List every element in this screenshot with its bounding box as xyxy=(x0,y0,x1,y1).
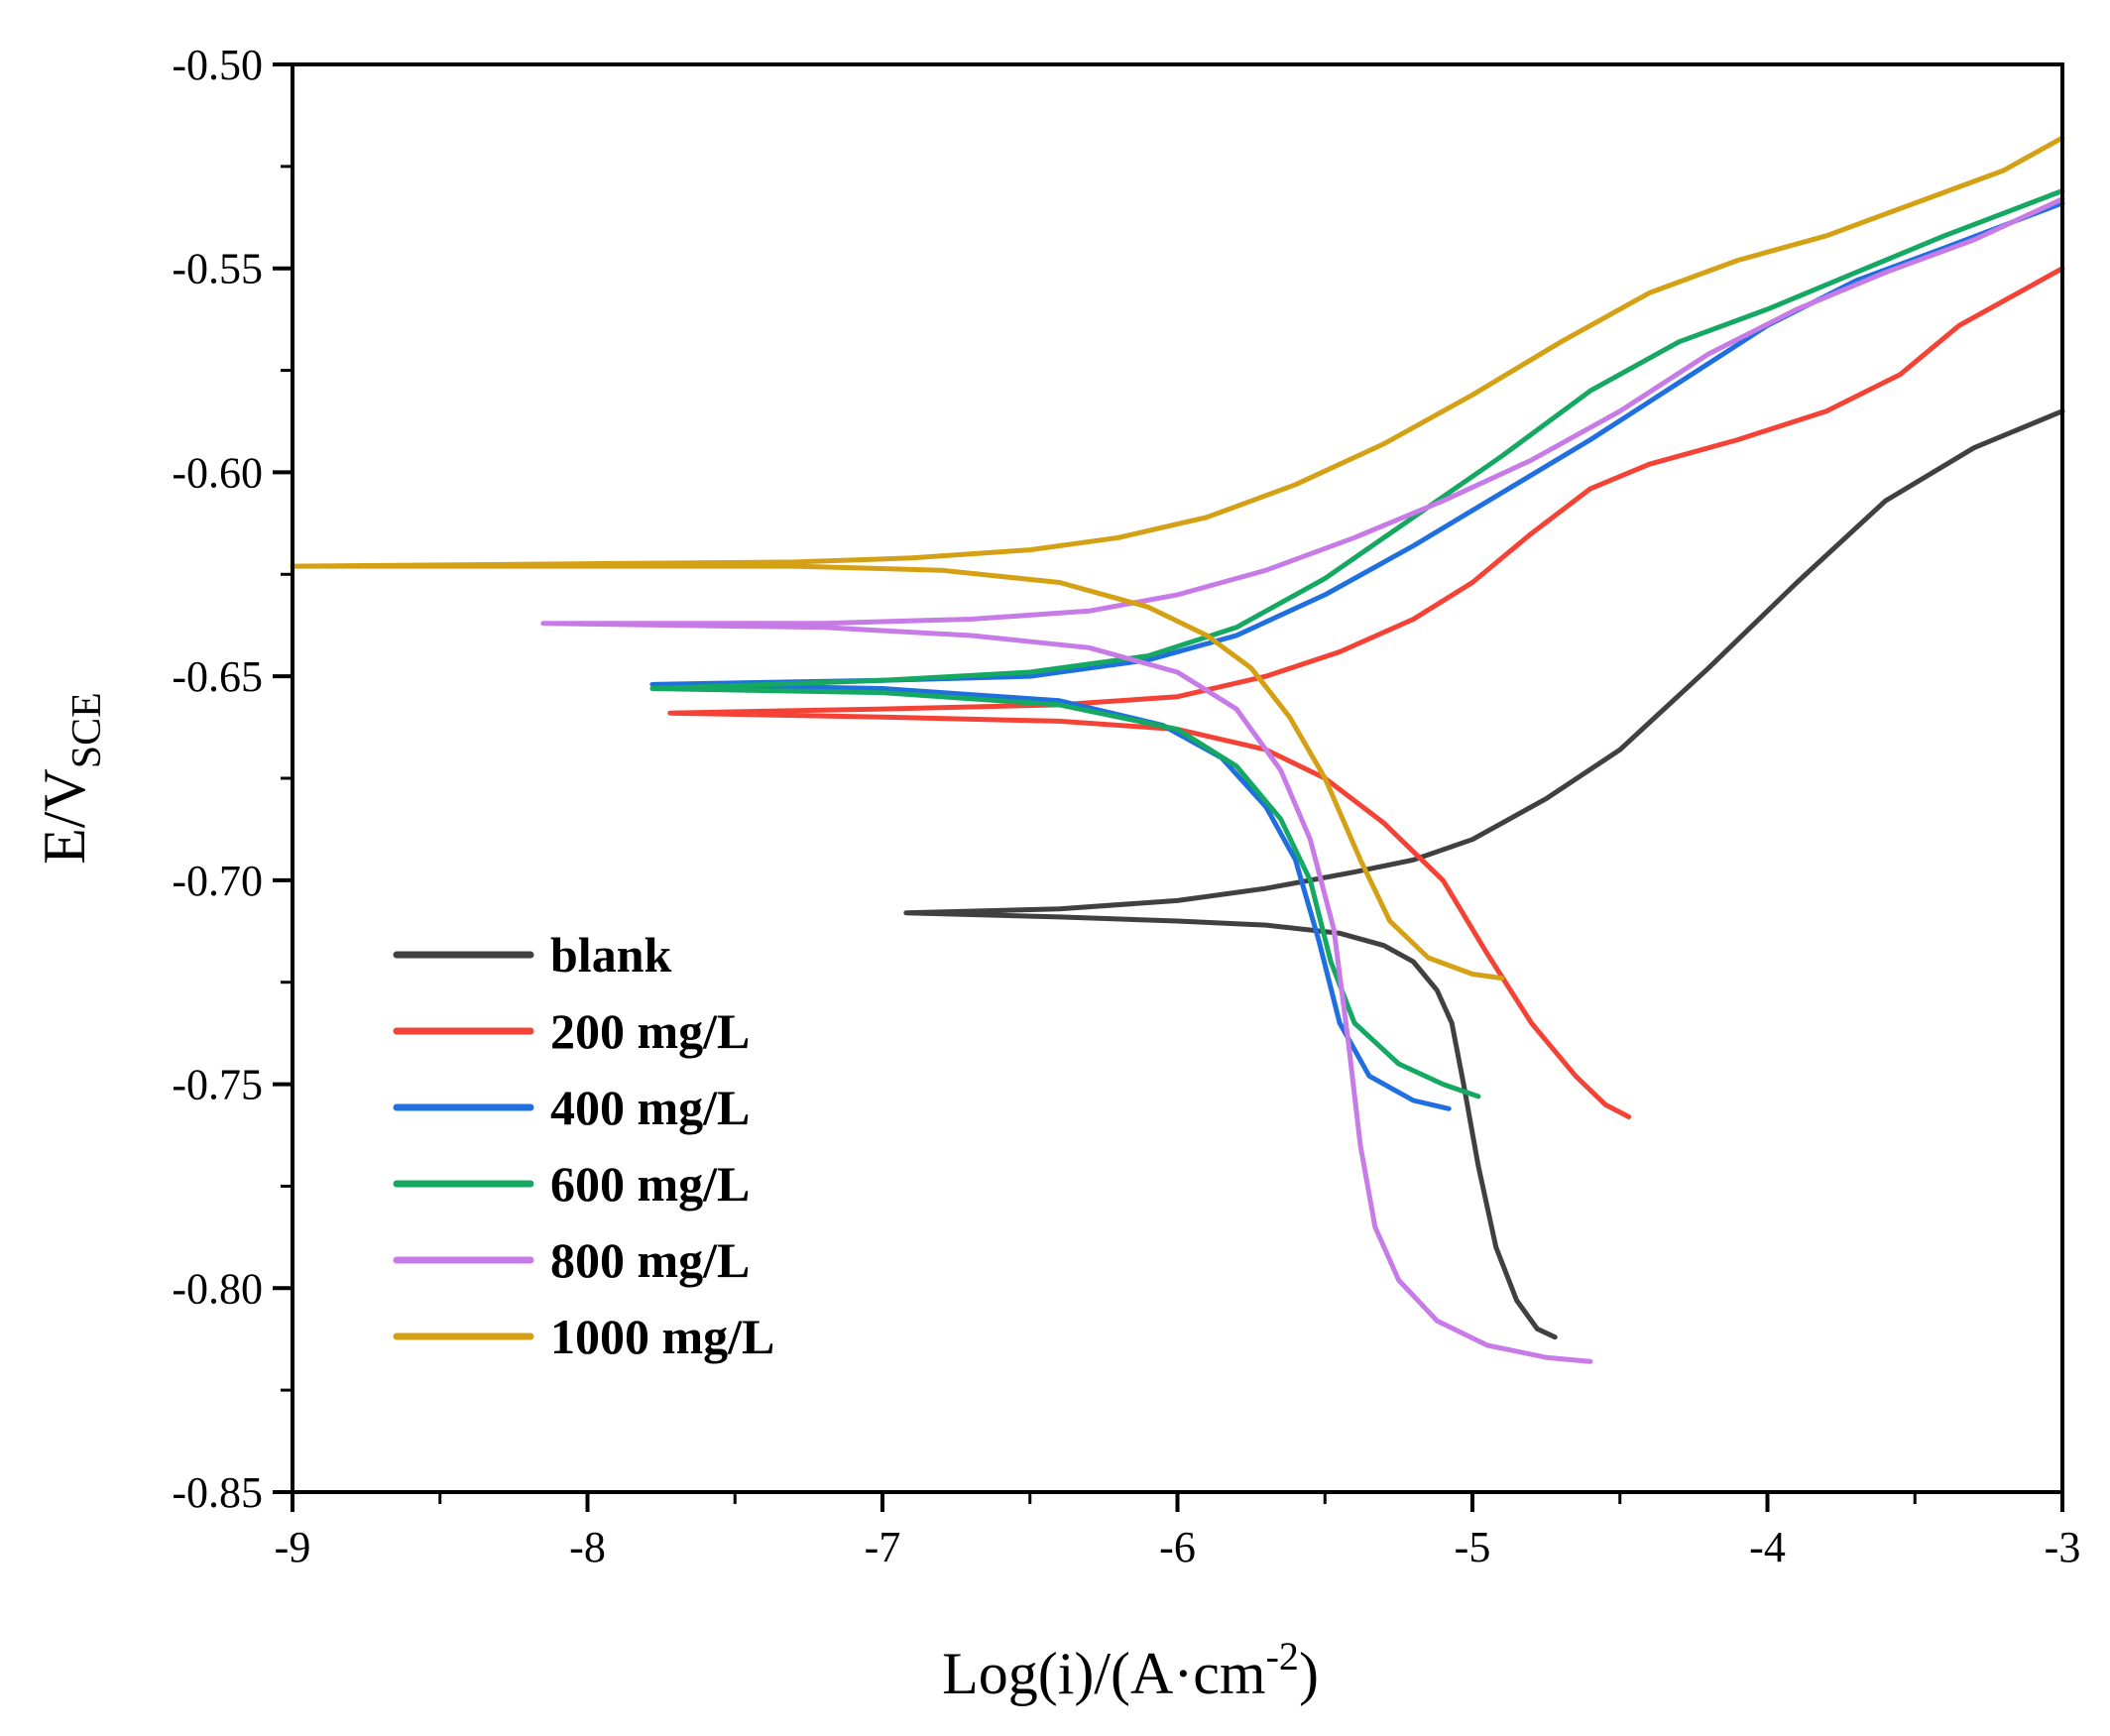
legend-label-0: blank xyxy=(550,927,672,983)
y-tick-label: -0.85 xyxy=(172,1468,263,1517)
legend-label-5: 1000 mg/L xyxy=(550,1309,774,1364)
x-tick-label: -8 xyxy=(569,1523,606,1571)
legend: blank 200 mg/L 400 mg/L 600 mg/L 800 mg/L 100… xyxy=(393,927,774,1364)
series-line-2 xyxy=(649,200,2065,1111)
y-tick-label: -0.55 xyxy=(172,245,263,293)
legend-label-1: 200 mg/L xyxy=(550,1003,750,1059)
x-tick-label: -5 xyxy=(1455,1523,1491,1571)
legend-label-3: 600 mg/L xyxy=(550,1156,750,1212)
x-tick-label: -3 xyxy=(2045,1523,2081,1571)
y-tick-label: -0.70 xyxy=(172,857,263,905)
x-axis-title-main: Log(i)/(A·cm xyxy=(942,1641,1266,1706)
x-axis-title: Log(i)/(A·cm-2) xyxy=(942,1634,1319,1706)
series-line-4 xyxy=(540,196,2065,1364)
legend-label-4: 800 mg/L xyxy=(550,1232,750,1288)
y-tick-label: -0.80 xyxy=(172,1264,263,1313)
x-tick-label: -4 xyxy=(1749,1523,1786,1571)
x-axis-ticks: -9 -8 -7 -6 -5 -4 -3 xyxy=(275,1492,2081,1571)
x-tick-label: -9 xyxy=(275,1523,311,1571)
y-axis-title-main: E/V xyxy=(32,768,97,865)
x-tick-label: -6 xyxy=(1159,1523,1196,1571)
y-tick-label: -0.50 xyxy=(172,41,263,89)
x-axis-title-sup: -2 xyxy=(1266,1634,1299,1678)
legend-label-2: 400 mg/L xyxy=(550,1080,750,1135)
y-tick-label: -0.65 xyxy=(172,652,263,701)
y-axis-title-sub: SCE xyxy=(64,692,110,768)
series-line-3 xyxy=(649,188,2065,1099)
y-tick-label: -0.75 xyxy=(172,1061,263,1109)
y-axis-title: E/VSCE xyxy=(32,692,110,865)
y-axis-ticks: -0.85 -0.80 -0.75 -0.70 -0.65 -0.60 -0.55 -0.50 xyxy=(172,41,293,1517)
series-line-5 xyxy=(290,135,2065,982)
series-lines xyxy=(290,135,2065,1364)
y-tick-label: -0.60 xyxy=(172,448,263,497)
plot-frame xyxy=(291,62,2064,1494)
series-line-0 xyxy=(903,408,2065,1340)
x-axis-title-close: ) xyxy=(1299,1641,1319,1706)
x-tick-label: -7 xyxy=(865,1523,901,1571)
